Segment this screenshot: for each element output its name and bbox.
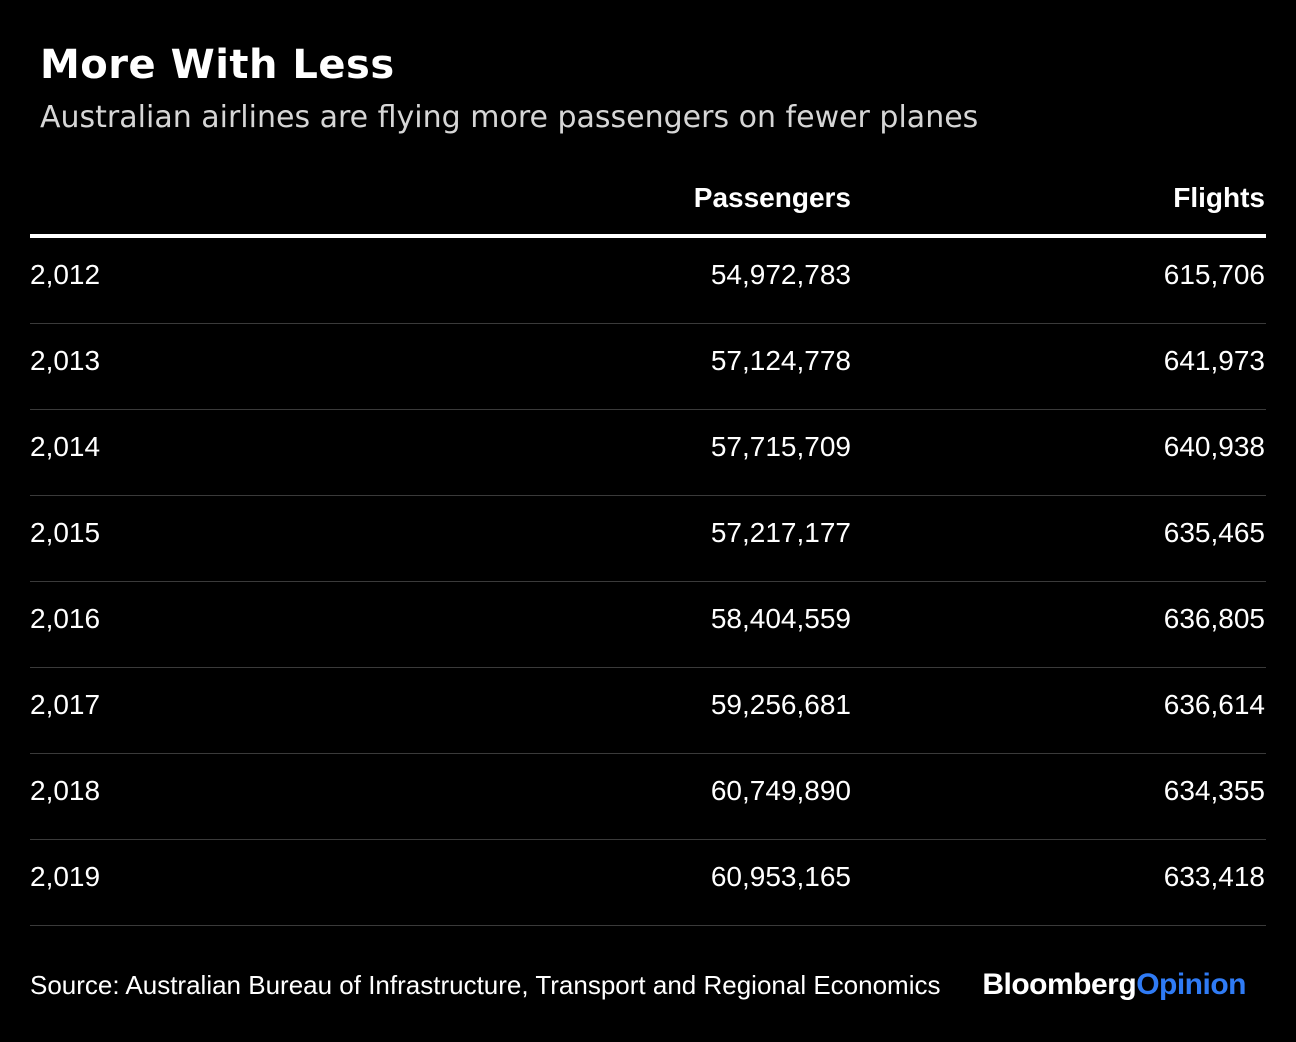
passengers-cell: 59,256,681 xyxy=(710,689,851,720)
table-row: 2,017 59,256,681 636,614 xyxy=(30,668,1266,754)
column-header-passengers: Passengers xyxy=(693,182,851,213)
column-header-flights: Flights xyxy=(1173,182,1265,213)
year-cell: 2,013 xyxy=(30,345,101,376)
flights-cell: 641,973 xyxy=(1163,345,1265,376)
year-cell: 2,012 xyxy=(30,259,101,290)
year-cell: 2,016 xyxy=(30,603,101,634)
data-table: Passengers Flights 2,012 54,972,783 615,… xyxy=(30,170,1266,926)
table-row: 2,018 60,749,890 634,355 xyxy=(30,754,1266,840)
flights-cell: 636,614 xyxy=(1163,689,1265,720)
year-cell: 2,017 xyxy=(30,689,101,720)
passengers-cell: 57,715,709 xyxy=(710,431,851,462)
table-header: Passengers Flights xyxy=(30,170,1266,238)
chart-subtitle: Australian airlines are flying more pass… xyxy=(40,100,979,135)
year-cell: 2,015 xyxy=(30,517,101,548)
passengers-cell: 54,972,783 xyxy=(710,259,851,290)
logo-brand: Bloomberg xyxy=(982,968,1137,1001)
year-cell: 2,019 xyxy=(30,861,101,892)
flights-cell: 640,938 xyxy=(1163,431,1265,462)
logo-suffix: Opinion xyxy=(1136,968,1246,1001)
table-row: 2,014 57,715,709 640,938 xyxy=(30,410,1266,496)
table-row: 2,012 54,972,783 615,706 xyxy=(30,238,1266,324)
source-note: Source: Australian Bureau of Infrastruct… xyxy=(30,970,941,1000)
chart-title: More With Less xyxy=(40,42,395,88)
passengers-cell: 60,953,165 xyxy=(710,861,851,892)
flights-cell: 636,805 xyxy=(1163,603,1265,634)
flights-cell: 633,418 xyxy=(1163,861,1265,892)
flights-cell: 634,355 xyxy=(1163,775,1265,806)
table-row: 2,019 60,953,165 633,418 xyxy=(30,840,1266,926)
passengers-cell: 60,749,890 xyxy=(710,775,851,806)
year-cell: 2,018 xyxy=(30,775,101,806)
passengers-cell: 57,217,177 xyxy=(710,517,851,548)
table-row: 2,013 57,124,778 641,973 xyxy=(30,324,1266,410)
passengers-cell: 57,124,778 xyxy=(710,345,851,376)
passengers-cell: 58,404,559 xyxy=(710,603,851,634)
year-cell: 2,014 xyxy=(30,431,101,462)
table-row: 2,016 58,404,559 636,805 xyxy=(30,582,1266,668)
bloomberg-opinion-logo: BloombergOpinion xyxy=(982,968,1246,1002)
flights-cell: 635,465 xyxy=(1163,517,1265,548)
flights-cell: 615,706 xyxy=(1163,259,1265,290)
table-row: 2,015 57,217,177 635,465 xyxy=(30,496,1266,582)
